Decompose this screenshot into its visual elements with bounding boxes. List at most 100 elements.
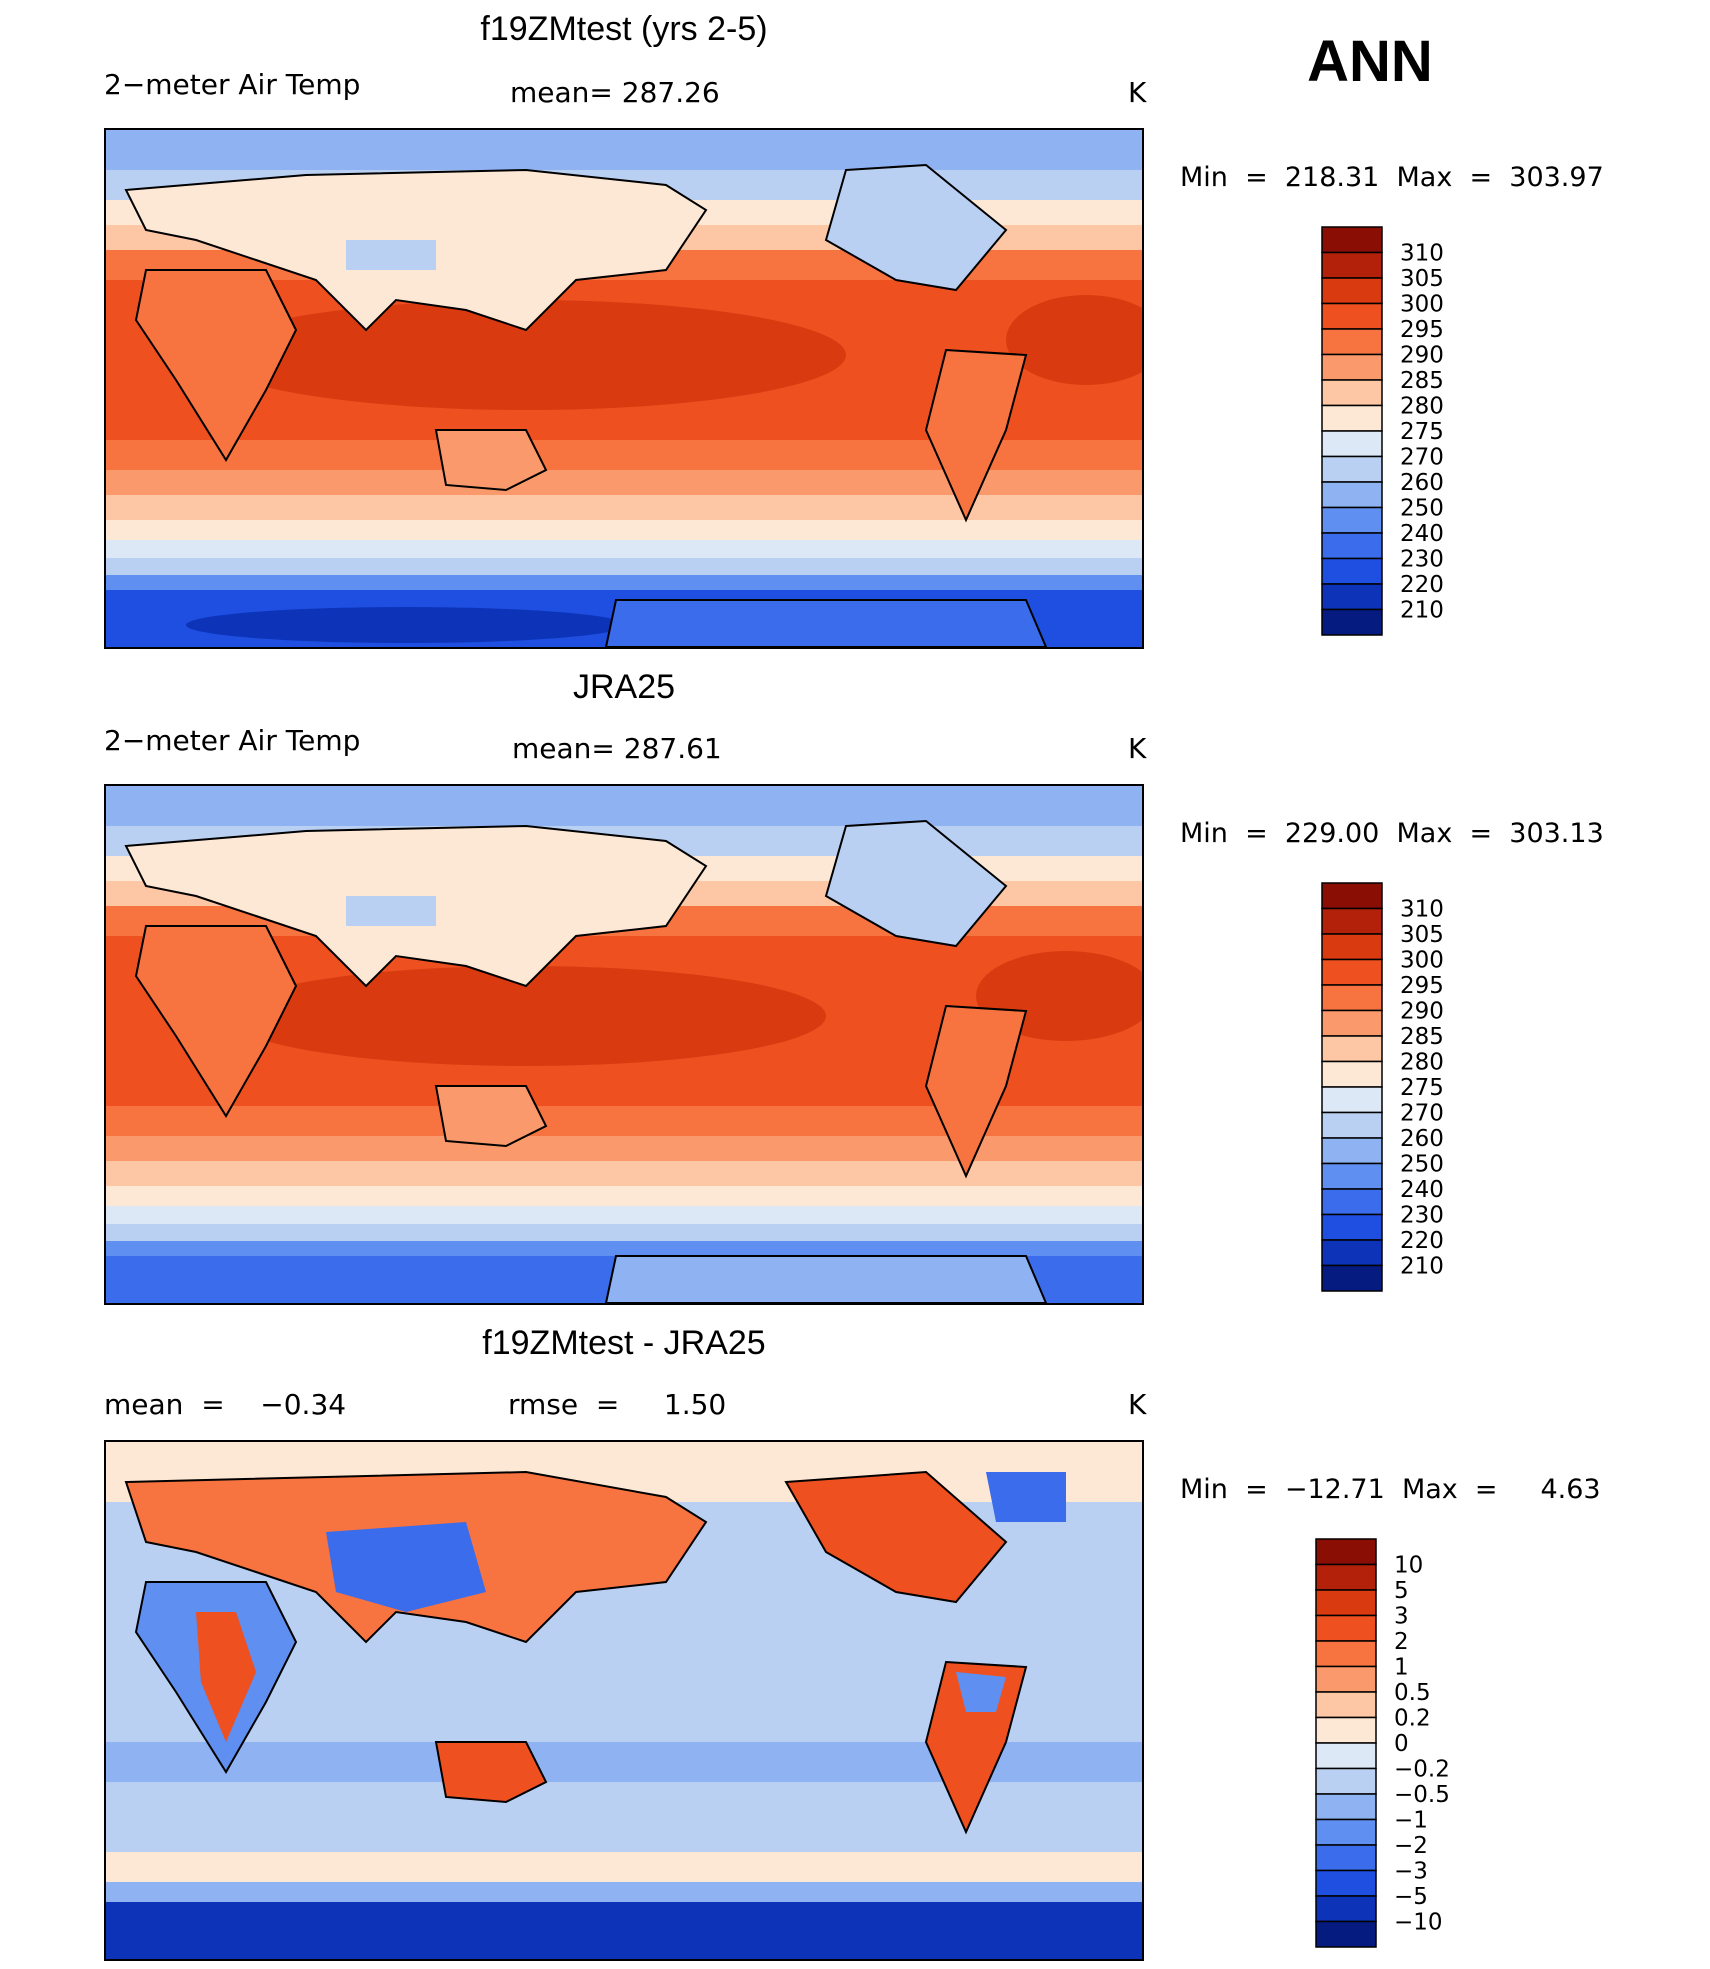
panel1-colorbar-swatch: [1321, 481, 1383, 509]
panel1-map: [104, 128, 1144, 649]
panel1-colorbar-swatch: [1321, 328, 1383, 356]
panel3-colorbar-swatch: [1315, 1844, 1377, 1872]
panel1-colorbar-tick-label: 250: [1400, 496, 1444, 522]
panel1-colorbar-swatch: [1321, 506, 1383, 534]
panel1-colorbar: 3103053002952902852802752702602502402302…: [1321, 226, 1444, 636]
panel2-colorbar-swatch: [1321, 882, 1383, 910]
panel2-colorbar-tick-label: 270: [1400, 1101, 1444, 1127]
panel1-colorbar-swatch: [1321, 353, 1383, 381]
panel3-colorbar-tick-label: 10: [1394, 1553, 1423, 1579]
panel1-colorbar-tick-label: 280: [1400, 394, 1444, 420]
panel1-mean-label: mean= 287.26: [510, 76, 720, 109]
panel3-colorbar-swatch: [1315, 1589, 1377, 1617]
panel2-colorbar-swatch: [1321, 1162, 1383, 1190]
panel2-contour-map: [106, 786, 1142, 1303]
panel2-colorbar-tick-label: 220: [1400, 1228, 1444, 1254]
panel3-colorbar-tick-label: −3: [1394, 1859, 1428, 1885]
panel2-colorbar-swatch: [1321, 958, 1383, 986]
panel2-mean-label: mean= 287.61: [512, 732, 722, 765]
panel1-colorbar-tick-label: 310: [1400, 241, 1444, 267]
panel2-variable-label: 2−meter Air Temp: [104, 724, 361, 757]
panel1-variable-label: 2−meter Air Temp: [104, 68, 361, 101]
panel1-colorbar-tick-label: 270: [1400, 445, 1444, 471]
panel2-colorbar-swatch: [1321, 1137, 1383, 1165]
panel3-colorbar-tick-label: −0.2: [1394, 1757, 1450, 1783]
panel3-colorbar-swatch: [1315, 1742, 1377, 1770]
panel1-colorbar-tick-label: 240: [1400, 521, 1444, 547]
panel2-colorbar: 3103053002952902852802752702602502402302…: [1321, 882, 1444, 1292]
panel2-colorbar-swatch: [1321, 907, 1383, 935]
panel2-colorbar-tick-label: 230: [1400, 1203, 1444, 1229]
panel1-colorbar-tick-label: 300: [1400, 292, 1444, 318]
panel3-colorbar-swatch: [1315, 1640, 1377, 1668]
panel2-colorbar-swatch: [1321, 984, 1383, 1012]
panel1-colorbar-swatch: [1321, 226, 1383, 254]
panel2-colorbar-swatch: [1321, 1188, 1383, 1216]
panel2-colorbar-tick-label: 260: [1400, 1126, 1444, 1152]
panel3-colorbar-swatch: [1315, 1538, 1377, 1566]
panel3-title: f19ZMtest - JRA25: [482, 1324, 766, 1362]
panel3-colorbar-swatch: [1315, 1716, 1377, 1744]
panel3-colorbar-tick-label: 1: [1394, 1655, 1409, 1681]
panel1-colorbar-swatch: [1321, 251, 1383, 279]
panel3-colorbar-swatch: [1315, 1869, 1377, 1897]
panel2-colorbar-tick-label: 250: [1400, 1152, 1444, 1178]
panel3-minmax: Min = −12.71 Max = 4.63: [1180, 1474, 1601, 1505]
panel3-contour-map: [106, 1442, 1142, 1959]
panel2-map: [104, 784, 1144, 1305]
panel3-colorbar-tick-label: −0.5: [1394, 1782, 1450, 1808]
panel1-contour-map: [106, 130, 1142, 647]
panel3-colorbar-swatch: [1315, 1614, 1377, 1642]
panel2-colorbar-tick-label: 275: [1400, 1075, 1444, 1101]
panel3-colorbar-tick-label: 2: [1394, 1629, 1409, 1655]
panel2-colorbar-swatch: [1321, 1111, 1383, 1139]
panel2-colorbar-swatch: [1321, 933, 1383, 961]
panel1-colorbar-tick-label: 285: [1400, 368, 1444, 394]
panel3-colorbar-tick-label: −5: [1394, 1884, 1428, 1910]
panel2-colorbar-tick-label: 280: [1400, 1050, 1444, 1076]
panel1-colorbar-swatch: [1321, 379, 1383, 407]
panel3-colorbar-tick-label: 5: [1394, 1578, 1409, 1604]
panel1-minmax: Min = 218.31 Max = 303.97: [1180, 162, 1604, 193]
panel1-colorbar-swatch: [1321, 455, 1383, 483]
panel3-mean-label: mean = −0.34: [104, 1388, 347, 1421]
panel1-title: f19ZMtest (yrs 2-5): [480, 10, 768, 48]
panel1-colorbar-swatch: [1321, 557, 1383, 585]
panel3-colorbar-tick-label: −1: [1394, 1808, 1428, 1834]
panel3-colorbar-tick-label: 0.2: [1394, 1706, 1431, 1732]
panel3-colorbar-swatch: [1315, 1895, 1377, 1923]
panel2-colorbar-tick-label: 240: [1400, 1177, 1444, 1203]
panel2-colorbar-tick-label: 300: [1400, 948, 1444, 974]
panel3-colorbar-swatch: [1315, 1691, 1377, 1719]
season-label: ANN: [1307, 29, 1433, 94]
panel1-colorbar-swatch: [1321, 430, 1383, 458]
panel2-colorbar-tick-label: 305: [1400, 922, 1444, 948]
panel3-colorbar-swatch: [1315, 1563, 1377, 1591]
panel2-colorbar-tick-label: 295: [1400, 973, 1444, 999]
panel3-rmse-label: rmse = 1.50: [508, 1388, 727, 1421]
panel1-colorbar-tick-label: 290: [1400, 343, 1444, 369]
panel3-colorbar-swatch: [1315, 1818, 1377, 1846]
panel1-colorbar-swatch: [1321, 302, 1383, 330]
panel2-colorbar-tick-label: 310: [1400, 897, 1444, 923]
panel3-colorbar-swatch: [1315, 1920, 1377, 1948]
panel2-colorbar-swatch: [1321, 1035, 1383, 1063]
panel3-colorbar-swatch: [1315, 1793, 1377, 1821]
panel3-colorbar-tick-label: 0: [1394, 1731, 1409, 1757]
panel2-colorbar-swatch: [1321, 1239, 1383, 1267]
panel1-colorbar-swatch: [1321, 583, 1383, 611]
panel1-colorbar-swatch: [1321, 532, 1383, 560]
panel2-title: JRA25: [572, 668, 676, 706]
panel3-colorbar-tick-label: −2: [1394, 1833, 1428, 1859]
panel2-colorbar-tick-label: 285: [1400, 1024, 1444, 1050]
panel2-colorbar-swatch: [1321, 1264, 1383, 1292]
panel1-colorbar-tick-label: 260: [1400, 470, 1444, 496]
panel1-colorbar-tick-label: 230: [1400, 547, 1444, 573]
panel3-colorbar-tick-label: −10: [1394, 1910, 1443, 1936]
panel3-colorbar-swatch: [1315, 1767, 1377, 1795]
panel1-colorbar-tick-label: 275: [1400, 419, 1444, 445]
panel2-colorbar-tick-label: 290: [1400, 999, 1444, 1025]
panel1-colorbar-tick-label: 305: [1400, 266, 1444, 292]
panel1-colorbar-swatch: [1321, 404, 1383, 432]
